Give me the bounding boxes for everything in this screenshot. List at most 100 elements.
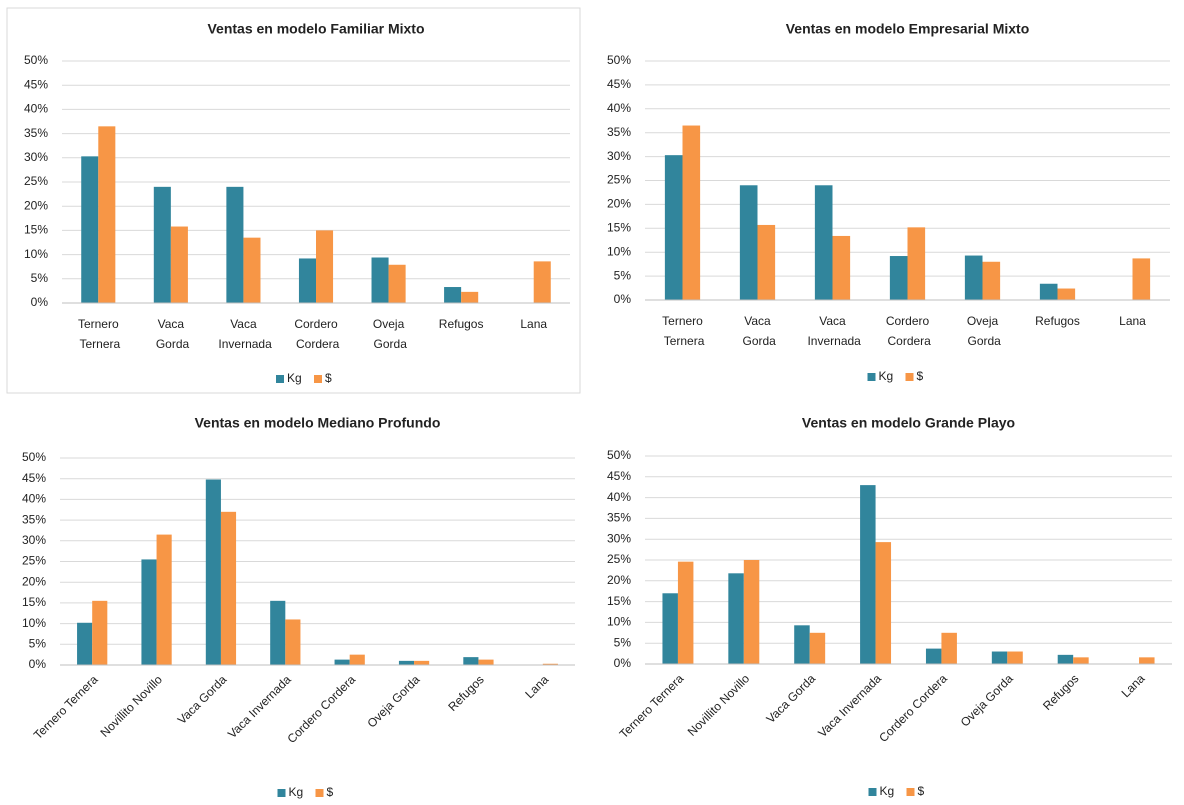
bar <box>1057 654 1074 664</box>
y-tick-label: 25% <box>24 174 48 188</box>
bar <box>1057 288 1076 300</box>
legend-swatch <box>277 789 286 797</box>
bar <box>991 651 1008 664</box>
y-tick-label: 45% <box>607 77 631 91</box>
x-tick-label: Novillito Novillo <box>685 671 753 739</box>
x-tick-label: Vaca Invernada <box>804 314 861 348</box>
y-tick-label: 0% <box>614 292 632 306</box>
chart-title: Ventas en modelo Empresarial Mixto <box>786 21 1030 37</box>
bar <box>334 659 350 665</box>
y-tick-label: 5% <box>29 636 47 650</box>
x-tick-label: Vaca Gorda <box>175 672 230 727</box>
x-tick-label: Oveja Gorda <box>964 314 1001 348</box>
x-tick-label: Vaca Gorda <box>739 314 776 348</box>
bar <box>81 156 99 303</box>
bar <box>270 600 286 665</box>
bar <box>728 573 744 664</box>
x-tick-label: Refugos <box>439 317 484 331</box>
y-tick-label: 30% <box>607 531 631 545</box>
x-tick-label: Ternero Ternera <box>617 671 687 741</box>
x-tick-label: Oveja Gorda <box>364 672 422 730</box>
bar <box>1132 258 1151 300</box>
bar <box>243 237 261 303</box>
y-tick-label: 20% <box>24 198 48 212</box>
legend-label: $ <box>325 371 332 385</box>
bar <box>982 261 1001 300</box>
bar <box>398 660 415 665</box>
bar <box>682 125 701 300</box>
y-tick-label: 0% <box>31 295 49 309</box>
x-tick-label: Lana <box>1119 671 1148 700</box>
legend-swatch <box>906 788 915 796</box>
legend-swatch <box>868 788 877 796</box>
bar <box>92 600 108 665</box>
y-tick-label: 40% <box>24 102 48 116</box>
bar <box>662 593 678 664</box>
bar <box>98 126 116 303</box>
y-tick-label: 5% <box>31 271 49 285</box>
legend-swatch <box>867 373 876 381</box>
bar <box>1073 657 1089 664</box>
y-tick-label: 35% <box>607 125 631 139</box>
x-tick-label: Oveja Gorda <box>958 671 1016 729</box>
bar <box>316 230 334 303</box>
y-tick-label: 15% <box>607 594 631 608</box>
y-tick-label: 15% <box>24 223 48 237</box>
bar <box>478 659 494 665</box>
x-tick-label: Cordero Cordera <box>293 317 340 351</box>
legend-label: Kg <box>287 371 302 385</box>
x-tick-label: Vaca Invernada <box>815 671 884 740</box>
bar <box>461 291 479 303</box>
bar <box>1039 283 1058 300</box>
x-tick-label: Refugos <box>445 672 487 714</box>
x-tick-label: Cordero Cordera <box>876 671 950 745</box>
y-tick-label: 40% <box>607 101 631 115</box>
chart-title: Ventas en modelo Grande Playo <box>802 415 1015 431</box>
chart-title: Ventas en modelo Familiar Mixto <box>207 21 424 37</box>
bar <box>156 534 172 665</box>
y-tick-label: 5% <box>614 268 632 282</box>
y-tick-label: 40% <box>22 492 46 506</box>
legend-label: Kg <box>879 369 894 383</box>
y-tick-label: 15% <box>22 595 46 609</box>
legend-swatch <box>905 373 914 381</box>
y-tick-label: 10% <box>607 244 631 258</box>
bar <box>170 226 188 303</box>
legend-swatch <box>314 375 322 383</box>
y-tick-label: 15% <box>607 220 631 234</box>
y-tick-label: 50% <box>22 450 46 464</box>
legend-label: $ <box>327 785 334 799</box>
bar <box>889 256 908 300</box>
x-tick-label: Lana <box>1119 314 1146 328</box>
x-tick-label: Ternero Ternera <box>661 314 705 348</box>
x-tick-label: Lana <box>520 317 547 331</box>
y-tick-label: 20% <box>607 197 631 211</box>
bar <box>153 186 171 303</box>
bar <box>664 155 683 300</box>
y-tick-label: 25% <box>607 552 631 566</box>
bar <box>285 619 301 665</box>
bar <box>1139 657 1155 664</box>
bar <box>743 560 760 664</box>
bar <box>371 257 389 303</box>
bar <box>226 186 244 303</box>
x-tick-label: Novillito Novillo <box>97 672 165 740</box>
x-tick-label: Ternero Ternera <box>76 317 120 351</box>
y-tick-label: 45% <box>22 471 46 485</box>
chart-frame <box>6 7 581 394</box>
legend-swatch <box>315 789 324 797</box>
y-tick-label: 45% <box>607 469 631 483</box>
bar <box>388 264 406 303</box>
bar <box>533 261 551 303</box>
y-tick-label: 5% <box>614 635 632 649</box>
bar <box>414 660 430 665</box>
legend-label: $ <box>918 784 925 798</box>
y-tick-label: 45% <box>24 77 48 91</box>
bar <box>809 632 826 664</box>
x-tick-label: Refugos <box>1040 671 1082 713</box>
y-tick-label: 25% <box>607 173 631 187</box>
y-tick-label: 0% <box>29 657 47 671</box>
bar <box>832 235 851 300</box>
bar <box>757 224 776 300</box>
bar <box>444 287 462 303</box>
